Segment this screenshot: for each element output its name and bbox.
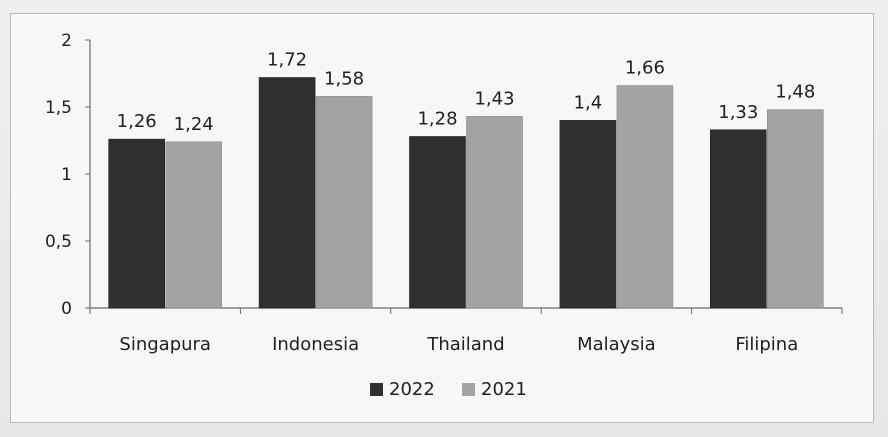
y-tick-label: 2	[61, 31, 72, 51]
category-label: Filipina	[735, 334, 798, 355]
data-label: 1,4	[574, 92, 603, 113]
legend-label-2021: 2021	[481, 379, 527, 400]
data-label: 1,66	[625, 58, 665, 79]
category-label: Indonesia	[272, 334, 359, 355]
category-label: Malaysia	[577, 334, 656, 355]
bar-2021-filipina	[766, 109, 824, 309]
category-label: Thailand	[426, 334, 504, 355]
data-label: 1,72	[267, 50, 307, 71]
bar-2021-singapura	[165, 141, 222, 309]
bar-2021-malaysia	[616, 85, 674, 309]
data-label: 1,33	[718, 102, 758, 123]
data-label: 1,58	[324, 68, 364, 89]
bar-2021-thailand	[466, 116, 523, 309]
data-label: 1,24	[174, 114, 214, 135]
bar-2022-indonesia	[258, 77, 316, 309]
data-label: 1,43	[474, 88, 514, 109]
y-tick-label: 1,5	[45, 98, 72, 118]
bar-2022-thailand	[409, 136, 466, 309]
legend-label-2022: 2022	[389, 379, 435, 400]
bar-2021-indonesia	[315, 95, 373, 309]
y-tick-label: 0,5	[45, 232, 72, 252]
y-tick-label: 0	[61, 299, 72, 319]
category-label: Singapura	[119, 334, 211, 355]
data-label: 1,26	[117, 111, 157, 132]
y-tick-label: 1	[61, 165, 72, 185]
bar-2022-singapura	[108, 138, 165, 309]
data-label: 1,48	[775, 82, 815, 103]
bar-2022-filipina	[709, 129, 767, 309]
data-label: 1,28	[417, 108, 457, 129]
bar-2022-malaysia	[559, 120, 617, 309]
legend-swatch-2021	[462, 383, 475, 396]
legend-swatch-2022	[370, 383, 383, 396]
